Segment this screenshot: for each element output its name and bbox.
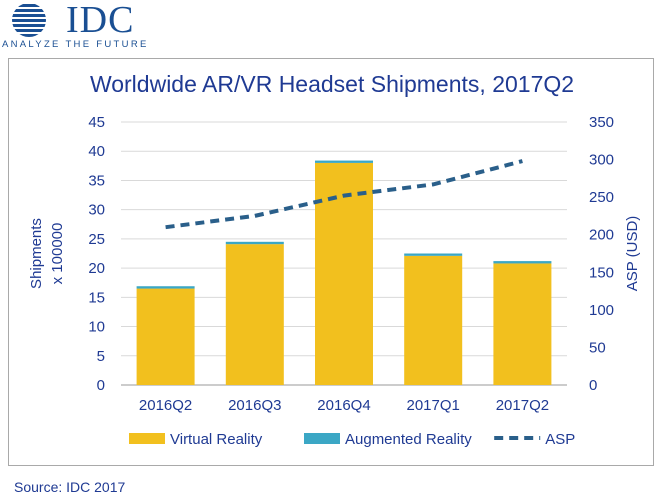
bar-virtual-reality [493,263,552,385]
y-tick-label-right: 200 [589,227,614,244]
y-tick-label-left: 0 [97,377,105,394]
chart-title: Worldwide AR/VR Headset Shipments, 2017Q… [89,71,575,97]
legend-swatch [304,433,340,444]
bar-virtual-reality [315,162,373,385]
y-tick-label-right: 250 [589,189,614,206]
x-tick-label: 2016Q4 [317,397,370,414]
x-tick-label: 2016Q2 [139,397,192,414]
x-tick-label: 2017Q2 [496,397,549,414]
legend-label: Virtual Reality [170,431,263,448]
bar-augmented-reality [404,253,463,256]
y-axis-title-right: ASP (USD) [624,216,641,292]
bar-augmented-reality [136,286,195,289]
y-axis-title-left-unit: x 100000 [49,223,66,285]
legend-swatch [129,433,165,444]
y-tick-label-right: 100 [589,302,614,319]
x-tick-label: 2016Q3 [228,397,281,414]
chart-panel: Worldwide AR/VR Headset Shipments, 2017Q… [8,58,654,466]
series-line-asp [165,159,523,230]
y-tick-label-right: 300 [589,152,614,169]
logo-text: IDC [66,0,135,41]
header: IDC ANALYZE THE FUTURE [0,0,664,56]
bar-virtual-reality [404,255,463,385]
y-tick-label-right: 350 [589,114,614,131]
y-tick-label-left: 15 [88,289,105,306]
bar-virtual-reality [136,288,195,385]
y-tick-label-left: 35 [88,172,105,189]
y-tick-label-right: 150 [589,264,614,281]
source-note: Source: IDC 2017 [14,479,126,495]
y-tick-label-left: 40 [88,143,105,160]
chart: 0 5 10 15 20 25 30 35 40 45 0 50 100 150 200 250 300 350 S… [28,114,641,448]
y-tick-label-left: 30 [88,202,105,219]
y-tick-label-right: 50 [589,339,606,356]
legend-label: Augmented Reality [345,431,472,448]
x-tick-label: 2017Q1 [407,397,460,414]
y-tick-label-left: 20 [88,260,105,277]
bar-augmented-reality [493,261,552,264]
y-tick-label-left: 10 [88,319,105,336]
y-axis-title-left: Shipments [28,218,45,289]
legend-label: ASP [545,431,575,448]
bar-virtual-reality [225,244,284,385]
bar-augmented-reality [225,241,284,245]
y-tick-label-right: 0 [589,377,597,394]
globe-logo-icon [12,4,46,37]
logo-tagline: ANALYZE THE FUTURE [2,39,149,50]
y-tick-label-left: 45 [88,114,105,131]
y-tick-label-left: 5 [97,348,105,365]
y-tick-label-left: 25 [88,231,105,248]
bar-augmented-reality [315,160,373,163]
